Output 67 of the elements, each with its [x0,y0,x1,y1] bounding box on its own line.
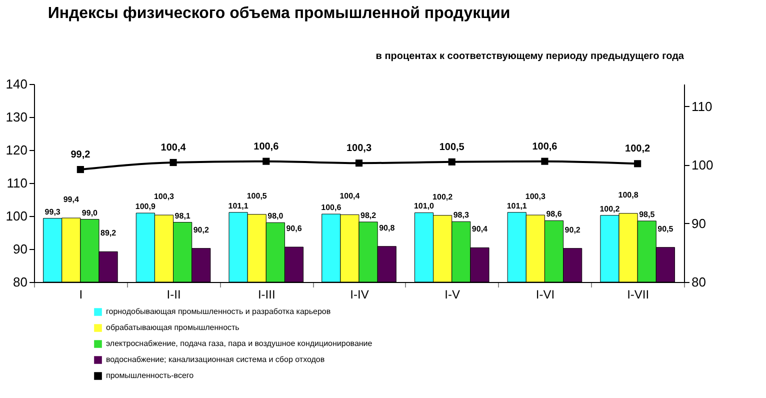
point [170,158,177,166]
point [541,158,548,165]
data-label: 100,4 [160,142,186,154]
legend-label: водоснабжение; канализационная система и сбор отходов [106,355,325,364]
data-label: 101,1 [506,201,528,210]
y2-tick-label: 100 [692,157,714,172]
data-label: 100,2 [625,144,651,155]
data-label: 98,5 [639,210,656,219]
data-label: 90,4 [472,224,488,234]
data-label: 99,3 [44,207,61,216]
chart-subtitle: в процентах к соответствующему периоду предыдущего года [376,51,684,62]
x-tick-label: I-IV [350,288,369,302]
legend-label: промышленность-всего [106,371,194,380]
data-label: 99,2 [70,150,91,161]
data-label: 98,3 [453,210,470,220]
legend-label: обрабатывающая промышленность [106,323,240,332]
y-tick-label: 100 [6,208,28,224]
data-label: 100,2 [600,204,620,214]
data-label: 99,0 [82,208,98,218]
point [448,158,456,166]
data-label: 100,8 [618,190,639,200]
data-label: 99,4 [63,194,80,204]
y2-tick-label: 110 [692,98,712,114]
data-label: 90,8 [379,223,396,232]
y-tick-label: 80 [13,274,28,290]
data-label: 100,3 [525,192,546,202]
data-label: 98,6 [546,210,562,219]
x-tick-label: I-II [166,288,181,302]
y2-tick-label: 80 [692,274,706,290]
y2-tick-label: 90 [692,216,706,231]
data-label: 98,1 [174,211,191,220]
data-label: 101,0 [414,202,435,211]
legend-label: горнодобывающая промышленность и разработка карьеров [106,307,331,316]
x-tick-label: I-V [444,288,460,302]
point [262,158,270,165]
data-label: 90,5 [658,224,674,234]
x-tick-label: I-VI [536,288,555,302]
data-label: 100,5 [246,191,268,200]
point [634,160,642,168]
y-tick-label: 120 [6,142,28,158]
data-label: 100,3 [346,143,372,154]
data-label: 100,9 [135,202,156,212]
data-label: 90,6 [286,224,302,234]
data-label: 100,6 [321,203,342,212]
data-label: 100,5 [439,142,465,153]
data-label: 89,2 [100,228,117,238]
data-label: 90,2 [193,225,210,234]
y-tick-label: 130 [6,110,28,124]
data-label: 100,6 [532,141,558,152]
point [355,160,363,167]
data-label: 100,6 [254,141,280,152]
legend-label: электроснабжение, подача газа, пара и воздушное кондиционирование [106,339,373,348]
data-label: 90,2 [564,225,581,234]
y-tick-label: 110 [6,176,28,190]
x-tick-label: I [79,288,83,302]
point [76,166,84,174]
y-tick-label: 140 [6,76,28,92]
data-label: 100,2 [432,192,454,202]
y-tick-label: 90 [13,242,28,256]
x-tick-label: I-VII [627,288,650,302]
data-label: 100,3 [154,192,175,202]
data-label: 98,2 [360,210,377,220]
chart-title: Индексы физического объема промышленной продукции [48,5,510,22]
x-tick-label: I-III [258,288,276,302]
data-label: 98,0 [268,212,284,221]
data-label: 100,4 [340,192,360,201]
data-label: 101,1 [228,201,249,210]
